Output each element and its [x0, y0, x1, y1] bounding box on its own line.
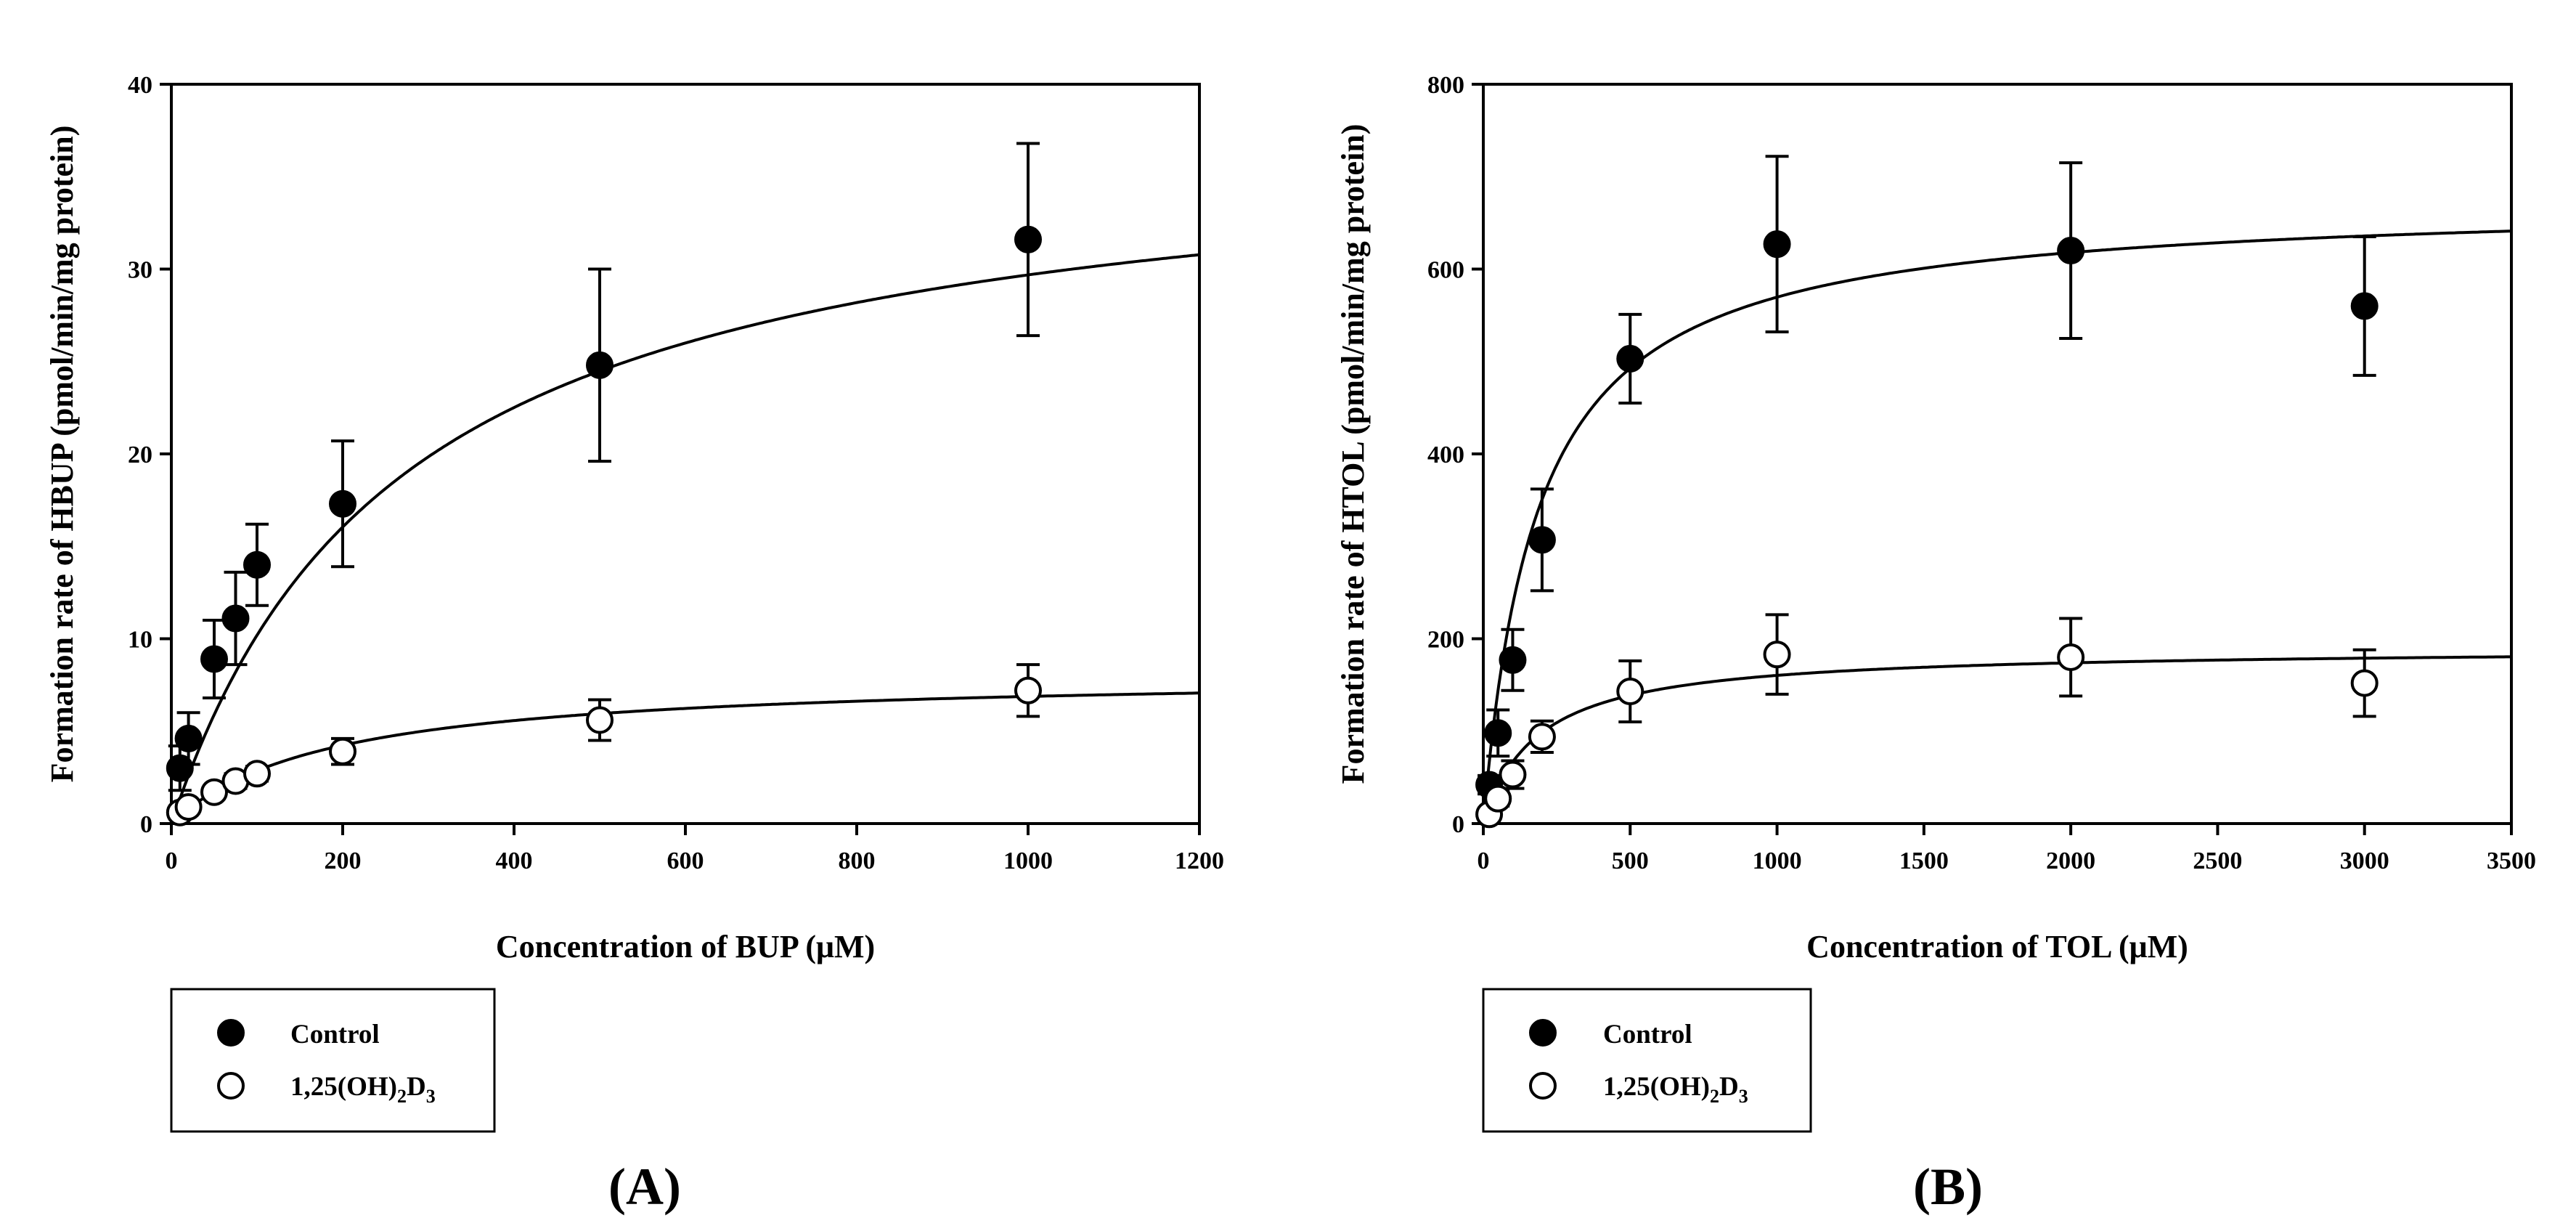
panel-b: 0 200 400 600 800 0 500 1000 1500 2000 2500 3000 35… — [1335, 72, 2536, 1216]
x-tick-label: 600 — [667, 848, 704, 874]
data-point-control — [1014, 225, 1042, 253]
y-tick-label: 400 — [1427, 442, 1464, 468]
panel-b-x-axis-title: Concentration of TOL (μM) — [1806, 929, 2188, 964]
panel-b-legend-control-label: Control — [1603, 1020, 1692, 1049]
fit-curve-treated — [170, 691, 1199, 825]
data-point-treated — [174, 793, 203, 821]
panel-b-x-tick-labels: 0 500 1000 1500 2000 2500 3000 3500 — [1477, 848, 2537, 874]
y-tick-label: 0 — [140, 811, 152, 838]
panel-b-label: (B) — [1913, 1158, 1983, 1216]
panel-b-y-axis-title: Formation rate of HTOL (pmol/min/mg prot… — [1335, 124, 1371, 784]
y-tick-label: 40 — [128, 72, 152, 99]
panel-a-y-tick-labels: 0 10 20 30 40 — [128, 72, 152, 838]
panel-b-data-points — [1475, 230, 2379, 829]
data-point-treated — [1528, 723, 1556, 751]
data-point-control — [2350, 292, 2379, 320]
panel-b-error-bars — [1477, 155, 2376, 820]
panel-a-y-axis-title: Formation rate of HBUP (pmol/min/mg prot… — [44, 126, 80, 783]
data-point-control — [1763, 230, 1791, 259]
data-point-treated — [2350, 669, 2379, 697]
panel-b-y-tick-labels: 0 200 400 600 800 — [1427, 72, 1464, 838]
data-point-treated — [586, 706, 614, 734]
x-tick-label: 3000 — [2340, 848, 2389, 874]
panel-b-legend-box — [1482, 988, 1812, 1133]
y-tick-label: 10 — [128, 627, 152, 654]
x-tick-label: 1000 — [1003, 848, 1053, 874]
data-point-treated — [1499, 760, 1527, 789]
data-point-treated — [200, 778, 228, 806]
panel-a-x-axis-title: Concentration of BUP (μM) — [496, 929, 875, 964]
x-tick-label: 0 — [166, 848, 178, 874]
x-tick-label: 400 — [496, 848, 533, 874]
panel-a: 0 10 20 30 40 0 200 400 600 800 1000 1200 Formatio… — [44, 72, 1224, 1216]
panel-a-legend-box — [170, 988, 496, 1133]
y-tick-label: 600 — [1427, 257, 1464, 284]
panel-b-legend-control-marker — [1529, 1019, 1557, 1047]
data-point-control — [1528, 526, 1556, 554]
panel-b-legend-treated-label: 1,25(OH)2D3 — [1603, 1072, 1748, 1107]
y-tick-label: 0 — [1452, 811, 1464, 838]
panel-a-label: (A) — [608, 1158, 681, 1216]
data-point-control — [174, 724, 203, 752]
data-point-control — [166, 754, 194, 782]
x-tick-label: 800 — [839, 848, 876, 874]
panel-b-legend: Control 1,25(OH)2D3 — [1482, 988, 1812, 1133]
panel-a-legend-treated-marker — [217, 1072, 245, 1100]
data-point-control — [1499, 646, 1527, 674]
data-point-treated — [1616, 678, 1644, 706]
data-point-treated — [2057, 643, 2085, 671]
panel-a-legend-control-marker — [217, 1019, 245, 1047]
panel-a-data-points — [166, 225, 1042, 826]
data-point-control — [1484, 719, 1512, 747]
fit-curve-control — [170, 253, 1200, 824]
data-point-treated — [1014, 676, 1042, 704]
y-tick-label: 20 — [128, 442, 152, 468]
x-tick-label: 1000 — [1753, 848, 1802, 874]
data-point-control — [329, 489, 356, 518]
panel-a-legend-treated-label: 1,25(OH)2D3 — [290, 1072, 436, 1107]
data-point-control — [586, 351, 614, 379]
x-tick-label: 1200 — [1175, 848, 1224, 874]
data-point-control — [1616, 344, 1644, 373]
data-point-control — [221, 604, 250, 633]
x-tick-label: 2500 — [2193, 848, 2242, 874]
y-tick-label: 800 — [1427, 72, 1464, 99]
panel-b-axis-ticks — [1472, 83, 2513, 835]
x-tick-label: 500 — [1612, 848, 1649, 874]
fit-curve-treated — [1482, 655, 2511, 824]
panel-b-plot-frame — [1482, 83, 2513, 825]
panel-a-legend: Control 1,25(OH)2D3 — [170, 988, 496, 1133]
data-point-control — [243, 551, 271, 579]
panel-b-legend-treated-marker — [1529, 1072, 1557, 1100]
data-point-control — [200, 645, 228, 673]
x-tick-label: 0 — [1477, 848, 1490, 874]
panel-a-legend-control-label: Control — [290, 1020, 380, 1049]
panel-a-plot-frame — [170, 83, 1201, 825]
x-tick-label: 3500 — [2487, 848, 2536, 874]
data-point-control — [2057, 237, 2085, 265]
panel-a-axis-ticks — [160, 83, 1201, 835]
x-tick-label: 200 — [325, 848, 362, 874]
data-point-treated — [243, 760, 271, 788]
data-point-treated — [1763, 641, 1791, 669]
y-tick-label: 200 — [1427, 627, 1464, 654]
panel-b-fit-curves — [1482, 229, 2512, 824]
panel-a-fit-curves — [170, 253, 1200, 825]
data-point-treated — [329, 737, 356, 765]
panel-a-x-tick-labels: 0 200 400 600 800 1000 1200 — [166, 848, 1225, 874]
data-point-treated — [1484, 784, 1512, 813]
y-tick-label: 30 — [128, 257, 152, 284]
fit-curve-control — [1482, 229, 2512, 824]
x-tick-label: 2000 — [2046, 848, 2095, 874]
x-tick-label: 1500 — [1899, 848, 1949, 874]
